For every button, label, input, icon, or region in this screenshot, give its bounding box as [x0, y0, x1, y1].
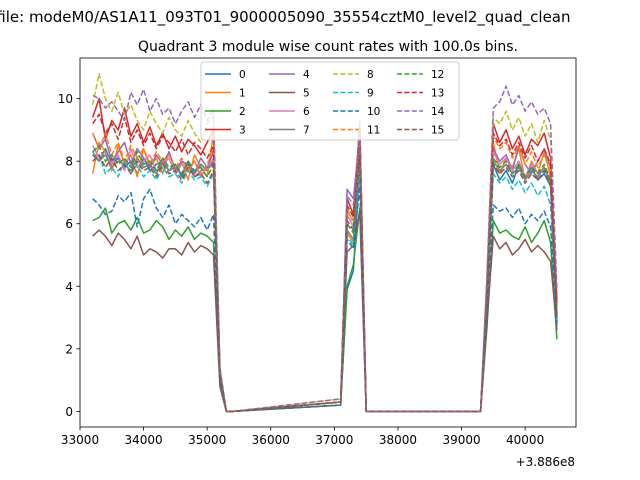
y-tick-label: 4	[65, 280, 73, 294]
legend-label-12: 12	[431, 69, 444, 81]
figure-suptitle: n file: modeM0/AS1A11_093T01_9000005090_…	[0, 8, 571, 27]
x-tick-label: 34000	[124, 433, 162, 447]
legend-label-6: 6	[303, 106, 310, 118]
y-tick-label: 8	[65, 155, 73, 169]
legend-label-7: 7	[303, 125, 310, 137]
legend-box	[200, 61, 460, 141]
legend-label-8: 8	[367, 69, 374, 81]
legend-label-14: 14	[431, 106, 445, 118]
legend-label-10: 10	[367, 106, 380, 118]
y-tick-label: 2	[65, 342, 73, 356]
legend-label-1: 1	[239, 88, 246, 100]
legend-label-2: 2	[239, 106, 246, 118]
x-tick-label: 39000	[442, 433, 480, 447]
axes-frame	[79, 57, 577, 428]
x-tick-label: 35000	[188, 433, 226, 447]
y-tick-label: 0	[65, 405, 73, 419]
x-tick-label: 36000	[252, 433, 290, 447]
x-tick-label: 37000	[315, 433, 353, 447]
series-line-12	[92, 144, 558, 413]
series-line-15	[92, 154, 558, 413]
legend-label-4: 4	[303, 69, 310, 81]
legend-label-5: 5	[303, 88, 310, 100]
legend-label-3: 3	[239, 125, 246, 137]
chart-title: Quadrant 3 module wise count rates with …	[138, 39, 518, 55]
legend-label-15: 15	[431, 125, 444, 137]
x-tick-label: 40000	[506, 433, 544, 447]
series-line-14	[92, 85, 558, 413]
x-tick-label: 38000	[379, 433, 417, 447]
y-tick-label: 6	[65, 217, 73, 231]
y-tick-label: 10	[58, 92, 73, 106]
legend-label-0: 0	[239, 69, 246, 81]
x-offset-label: +3.886e8	[516, 455, 575, 469]
series-line-5	[92, 210, 558, 413]
legend-label-11: 11	[367, 125, 380, 137]
axes: 33000 34000 35000 36000 37000 38000 39000 40000…	[58, 57, 577, 447]
series-line-10	[92, 185, 558, 413]
legend-label-13: 13	[431, 88, 444, 100]
x-tick-label: 33000	[61, 433, 99, 447]
plot-area	[91, 72, 558, 413]
legend-label-9: 9	[367, 88, 374, 100]
